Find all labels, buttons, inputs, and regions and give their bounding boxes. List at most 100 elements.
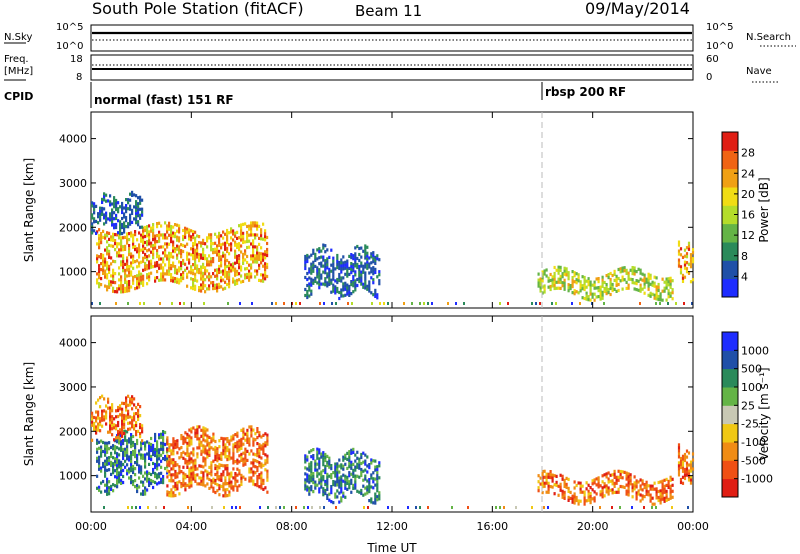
power-echo-cell: [112, 244, 115, 248]
velocity-echo-cell: [545, 478, 548, 482]
velocity-echo-cell: [260, 462, 263, 466]
velocity-echo-cell: [206, 437, 209, 441]
power-echo-cell: [621, 287, 624, 291]
power-echo-cell: [146, 264, 149, 268]
power-echo-cell: [669, 279, 672, 283]
power-echo-cell: [112, 271, 115, 275]
velocity-echo-cell: [222, 437, 225, 441]
power-echo-cell: [238, 257, 241, 261]
velocity-echo-cell: [320, 452, 323, 456]
velocity-echo-cell: [346, 475, 349, 479]
power-echo-cell: [322, 270, 325, 274]
power-echo-cell: [647, 281, 650, 285]
velocity-echo-cell: [631, 483, 634, 487]
velocity-echo-cell: [364, 486, 367, 490]
power-echo-cell: [202, 247, 205, 251]
power-echo-cell: [156, 270, 159, 274]
velocity-echo-cell: [573, 492, 576, 496]
velocity-echo-cell: [134, 452, 137, 456]
velocity-echo-cell: [332, 483, 335, 487]
power-echo-cell: [126, 280, 129, 284]
power-echo-cell: [138, 261, 141, 265]
velocity-echo-cell: [378, 491, 381, 495]
velocity-echo-cell: [236, 449, 239, 453]
velocity-echo-cell: [370, 473, 373, 477]
power-echo-cell: [306, 256, 309, 261]
power-echo-cell: [354, 252, 357, 256]
power-echo-cell: [194, 236, 197, 240]
power-echo-cell: [212, 284, 215, 288]
velocity-echo-cell: [234, 472, 237, 476]
power-echo-cell: [206, 269, 209, 273]
velocity-echo-cell: [216, 483, 219, 487]
power-echo-cell: [130, 231, 133, 235]
velocity-echo-cell: [121, 422, 124, 426]
velocity-echo-cell: [232, 461, 235, 465]
power-echo-cell: [581, 287, 584, 291]
velocity-echo-cell: [108, 492, 111, 496]
velocity-echo-cell: [132, 479, 135, 484]
power-echo-cell: [625, 286, 628, 290]
velocity-echo-cell: [360, 491, 363, 496]
velocity-echo-cell: [248, 470, 251, 474]
velocity-echo-cell: [585, 487, 588, 491]
power-echo-cell: [354, 264, 357, 268]
velocity-echo-cell: [376, 465, 379, 469]
velocity-echo-cell: [559, 488, 562, 492]
velocity-echo-cell: [340, 478, 343, 482]
velocity-echo-cell: [563, 481, 566, 485]
velocity-echo-cell: [137, 417, 140, 421]
power-echo-cell: [326, 260, 329, 264]
power-echo-cell: [326, 257, 329, 261]
power-echo-cell: [561, 272, 564, 276]
power-echo-cell: [224, 247, 227, 251]
velocity-echo-cell: [252, 428, 255, 432]
power-echo-cell: [563, 272, 566, 276]
velocity-echo-cell: [137, 402, 140, 406]
velocity-echo-cell: [246, 431, 249, 435]
velocity-echo-cell: [186, 483, 189, 487]
power-echo-cell: [561, 281, 564, 285]
power-echo-cell: [601, 281, 604, 285]
power-echo-cell: [202, 286, 205, 290]
velocity-echo-cell: [537, 480, 540, 484]
velocity-echo-cell: [210, 473, 213, 477]
power-echo-cell: [603, 286, 606, 291]
velocity-echo-cell: [370, 500, 373, 504]
power-echo-cell: [138, 252, 141, 256]
velocity-echo-cell: [180, 434, 183, 438]
power-echo-cell: [148, 233, 151, 237]
velocity-echo-cell: [138, 452, 141, 456]
velocity-echo-cell: [252, 473, 255, 477]
velocity-echo-cell: [304, 478, 307, 482]
velocity-echo-cell: [96, 474, 99, 478]
velocity-echo-cell: [579, 484, 582, 488]
velocity-echo-cell: [295, 506, 297, 509]
power-echo-cell: [148, 230, 151, 234]
power-echo-cell: [136, 277, 139, 281]
power-echo-cell: [198, 271, 201, 275]
velocity-echo-cell: [162, 442, 165, 446]
velocity-echo-cell: [667, 497, 670, 501]
velocity-echo-cell: [152, 461, 155, 466]
power-echo-cell: [258, 266, 261, 270]
power-echo-cell: [304, 263, 307, 268]
velocity-echo-cell: [677, 473, 681, 477]
velocity-echo-cell: [244, 459, 247, 463]
velocity-echo-cell: [178, 447, 181, 451]
power-echo-cell: [129, 204, 132, 208]
velocity-echo-cell: [208, 441, 211, 445]
velocity-echo-cell: [677, 467, 681, 471]
power-echo-cell: [342, 276, 345, 280]
power-echo-cell: [192, 245, 195, 249]
velocity-echo-cell: [547, 475, 550, 479]
velocity-echo-cell: [186, 441, 189, 445]
velocity-echo-cell: [240, 446, 243, 450]
power-echo-cell: [200, 253, 203, 257]
power-echo-cell: [232, 265, 235, 269]
power-echo-cell: [262, 273, 265, 277]
velocity-echo-cell: [627, 475, 630, 479]
velocity-echo-cell: [649, 493, 652, 497]
velocity-echo-cell: [360, 455, 363, 460]
power-echo-cell: [160, 275, 163, 279]
